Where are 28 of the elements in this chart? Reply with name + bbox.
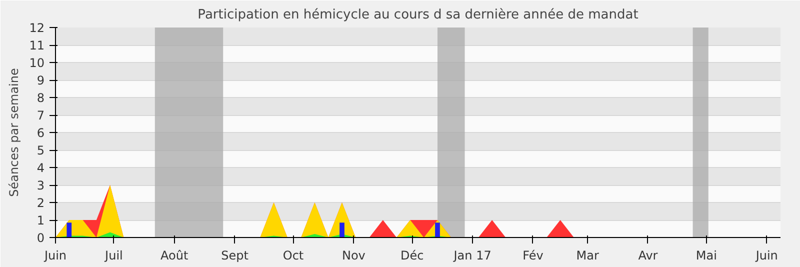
y-tick-label: 0 [36,231,45,245]
y-tick-label: 11 [29,38,45,52]
x-tick-label: Jan 17 [452,248,492,262]
y-tick-label: 2 [36,196,45,210]
x-tick-label: Juin [754,248,778,262]
y-tick-label: 12 [29,21,45,35]
y-tick-label: 7 [36,108,45,122]
x-tick-label: Déc [400,248,424,262]
x-tick-label: Fév [522,248,544,262]
x-tick-label: Sept [221,248,249,262]
x-tick-label: Avr [638,248,658,262]
y-tick-label: 10 [29,56,45,70]
y-tick-label: 1 [36,214,45,228]
y-tick-label: 5 [36,144,45,158]
x-tick-label: Août [160,248,189,262]
y-tick-label: 9 [36,74,45,88]
x-tick-label: Mai [696,248,717,262]
y-tick-label: 6 [36,126,45,140]
x-tick-label: Nov [342,248,366,262]
chart-title: Participation en hémicycle au cours d sa dernière année de mandat [198,8,638,22]
y-tick-label: 3 [36,178,45,192]
y-tick-label: 4 [36,161,45,175]
x-tick-label: Oct [282,248,304,262]
x-tick-label: Juin [43,248,67,262]
x-tick-label: Mar [576,248,599,262]
x-tick-label: Juil [104,248,123,262]
y-axis-title: Séances par semaine [7,68,22,197]
y-tick-label: 8 [36,91,45,105]
